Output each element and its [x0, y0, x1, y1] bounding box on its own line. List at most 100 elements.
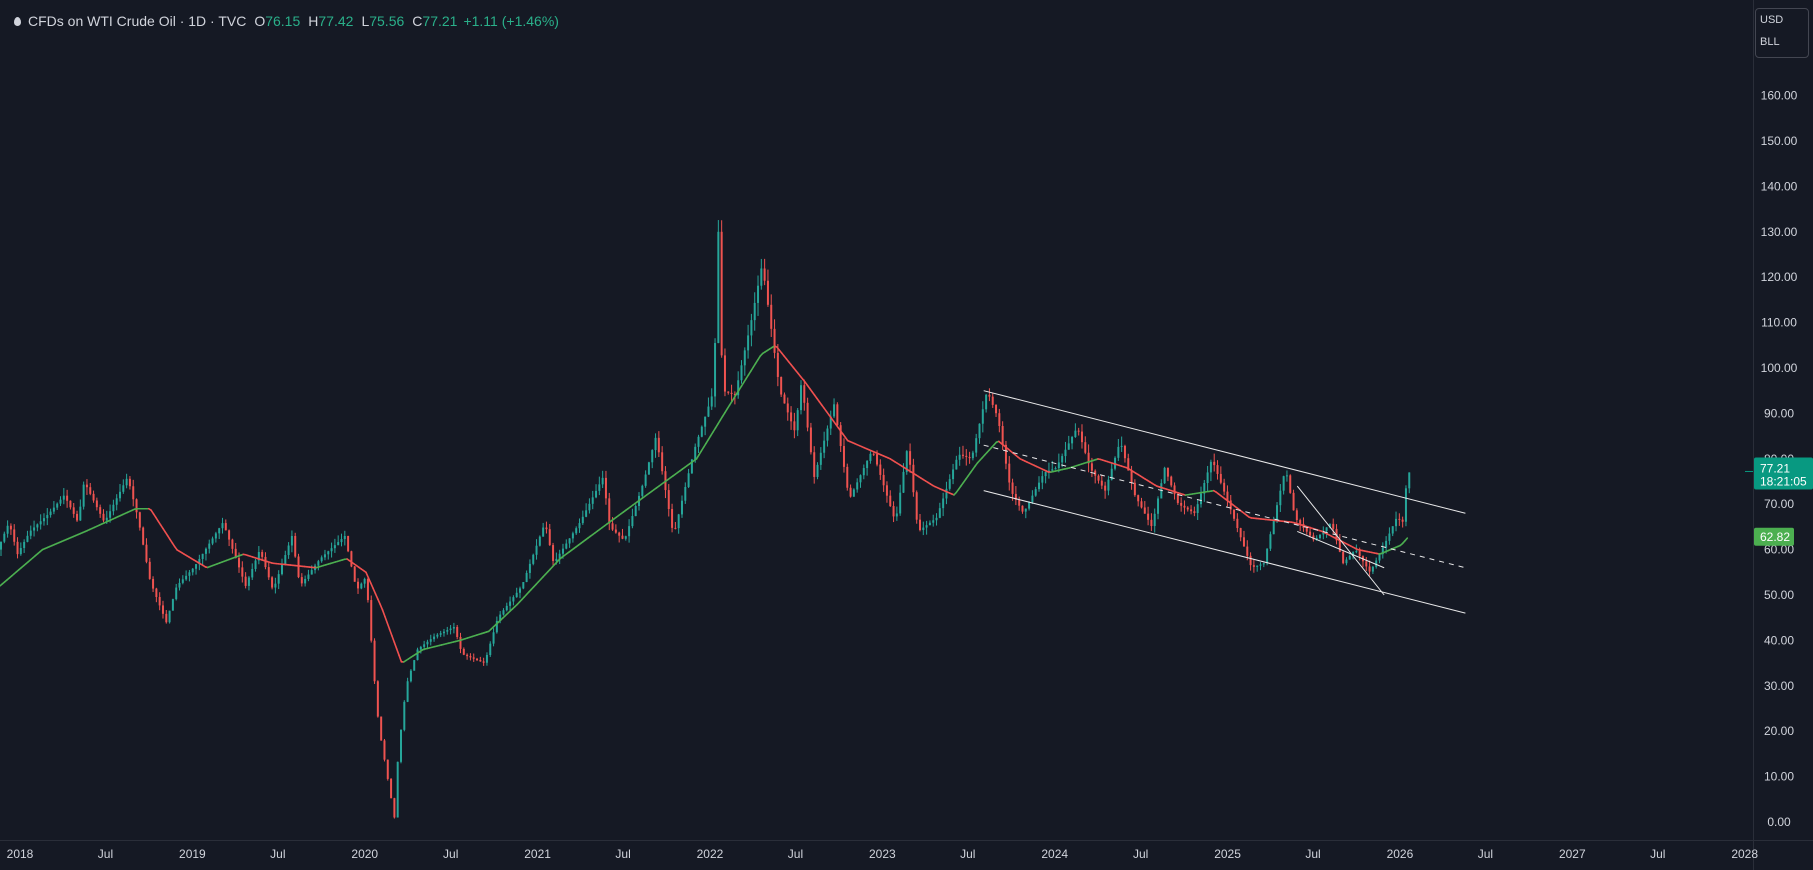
candle-body	[1338, 540, 1341, 552]
candle-body	[257, 552, 260, 561]
x-tick-label: 2020	[351, 847, 378, 861]
candle-body	[700, 426, 703, 437]
candle-body	[244, 576, 247, 586]
candle-body	[528, 563, 531, 573]
candle-body	[138, 512, 141, 528]
candle-body	[1342, 551, 1345, 564]
x-tick-label: 2028	[1731, 847, 1758, 861]
candle-body	[366, 578, 369, 601]
candle-body	[1170, 476, 1173, 486]
candle-body	[109, 511, 112, 518]
candle-body	[49, 511, 52, 516]
candle-body	[813, 452, 816, 477]
y-tick-label: 0.00	[1767, 815, 1791, 829]
candle-body	[512, 597, 515, 602]
candle-body	[849, 487, 852, 497]
candle-body	[383, 740, 386, 760]
symbol-title[interactable]: CFDs on WTI Crude Oil · 1D · TVC	[28, 13, 247, 29]
candle-body	[462, 648, 465, 655]
candle-body	[92, 493, 95, 501]
candle-body	[165, 613, 168, 623]
candle-body	[786, 403, 789, 413]
candle-body	[264, 556, 267, 568]
candle-body	[601, 477, 604, 485]
candle-body	[1021, 505, 1024, 512]
candle-body	[1180, 502, 1183, 506]
candle-body	[624, 536, 627, 539]
candle-body	[1051, 469, 1054, 471]
candle-body	[1272, 519, 1275, 535]
candle-body	[1266, 548, 1269, 564]
trendline-drawings[interactable]	[983, 390, 1466, 614]
ma-segment	[381, 609, 386, 618]
candle-body	[247, 577, 250, 586]
candle-body	[538, 536, 541, 546]
candle-body	[978, 423, 981, 439]
candle-body	[1120, 445, 1123, 447]
candle-body	[588, 503, 591, 511]
candle-body	[115, 498, 118, 505]
candle-body	[621, 535, 624, 539]
x-tick-label: Jul	[1133, 847, 1148, 861]
candle-body	[833, 404, 836, 417]
candle-body	[452, 627, 455, 629]
candle-body	[522, 582, 525, 589]
candle-body	[33, 527, 36, 531]
candle-body	[1041, 476, 1044, 483]
candle-body	[1090, 463, 1093, 471]
x-tick-label: Jul	[1478, 847, 1493, 861]
ma-badge-value: 62.82	[1760, 530, 1790, 544]
candle-body	[152, 578, 155, 589]
candle-body	[347, 535, 350, 552]
candle-body	[641, 485, 644, 496]
candle-body	[1309, 531, 1312, 536]
candle-body	[932, 520, 935, 523]
candle-body	[469, 656, 472, 658]
y-tick-label: 110.00	[1761, 316, 1797, 330]
candle-body	[558, 553, 561, 559]
price-badge	[1754, 457, 1813, 490]
candle-body	[694, 446, 697, 460]
candle-body	[363, 578, 366, 584]
candle-body	[82, 484, 85, 507]
candle-body	[902, 471, 905, 493]
low-label: L	[361, 13, 370, 29]
ma-segment	[372, 587, 377, 595]
candle-body	[320, 557, 323, 562]
candle-body	[46, 515, 49, 519]
currency-label[interactable]: USD	[1760, 14, 1784, 26]
candle-body	[1242, 537, 1245, 547]
candle-body	[62, 495, 65, 500]
candle-body	[56, 503, 59, 508]
candle-body	[254, 560, 257, 569]
candle-body	[809, 427, 812, 453]
ma-segment	[1404, 537, 1409, 542]
candle-body	[806, 402, 809, 428]
candle-body	[1107, 479, 1110, 491]
candle-body	[872, 453, 875, 455]
open-label: O	[254, 13, 266, 29]
candle-body	[958, 454, 961, 460]
candle-body	[19, 548, 22, 555]
candle-body	[568, 538, 571, 544]
candle-body	[803, 385, 806, 403]
candle-body	[1315, 537, 1318, 540]
candle-body	[89, 487, 92, 494]
candle-body	[1292, 492, 1295, 511]
ma-segment	[384, 615, 389, 624]
symbol-legend[interactable]: CFDs on WTI Crude Oil · 1D · TVC O 76.15 …	[8, 11, 559, 31]
candle-body	[657, 437, 660, 453]
candle-body	[790, 412, 793, 422]
candle-body	[271, 577, 274, 588]
candle-body	[965, 455, 968, 458]
candle-body	[733, 394, 736, 396]
currency-unit-selector[interactable]: USD BLL	[1755, 8, 1809, 58]
candle-body	[280, 564, 283, 575]
ma-segment	[393, 641, 398, 650]
candle-body	[0, 541, 2, 550]
candle-body	[1127, 458, 1130, 471]
candle-body	[614, 529, 617, 533]
unit-label[interactable]: BLL	[1760, 36, 1780, 48]
